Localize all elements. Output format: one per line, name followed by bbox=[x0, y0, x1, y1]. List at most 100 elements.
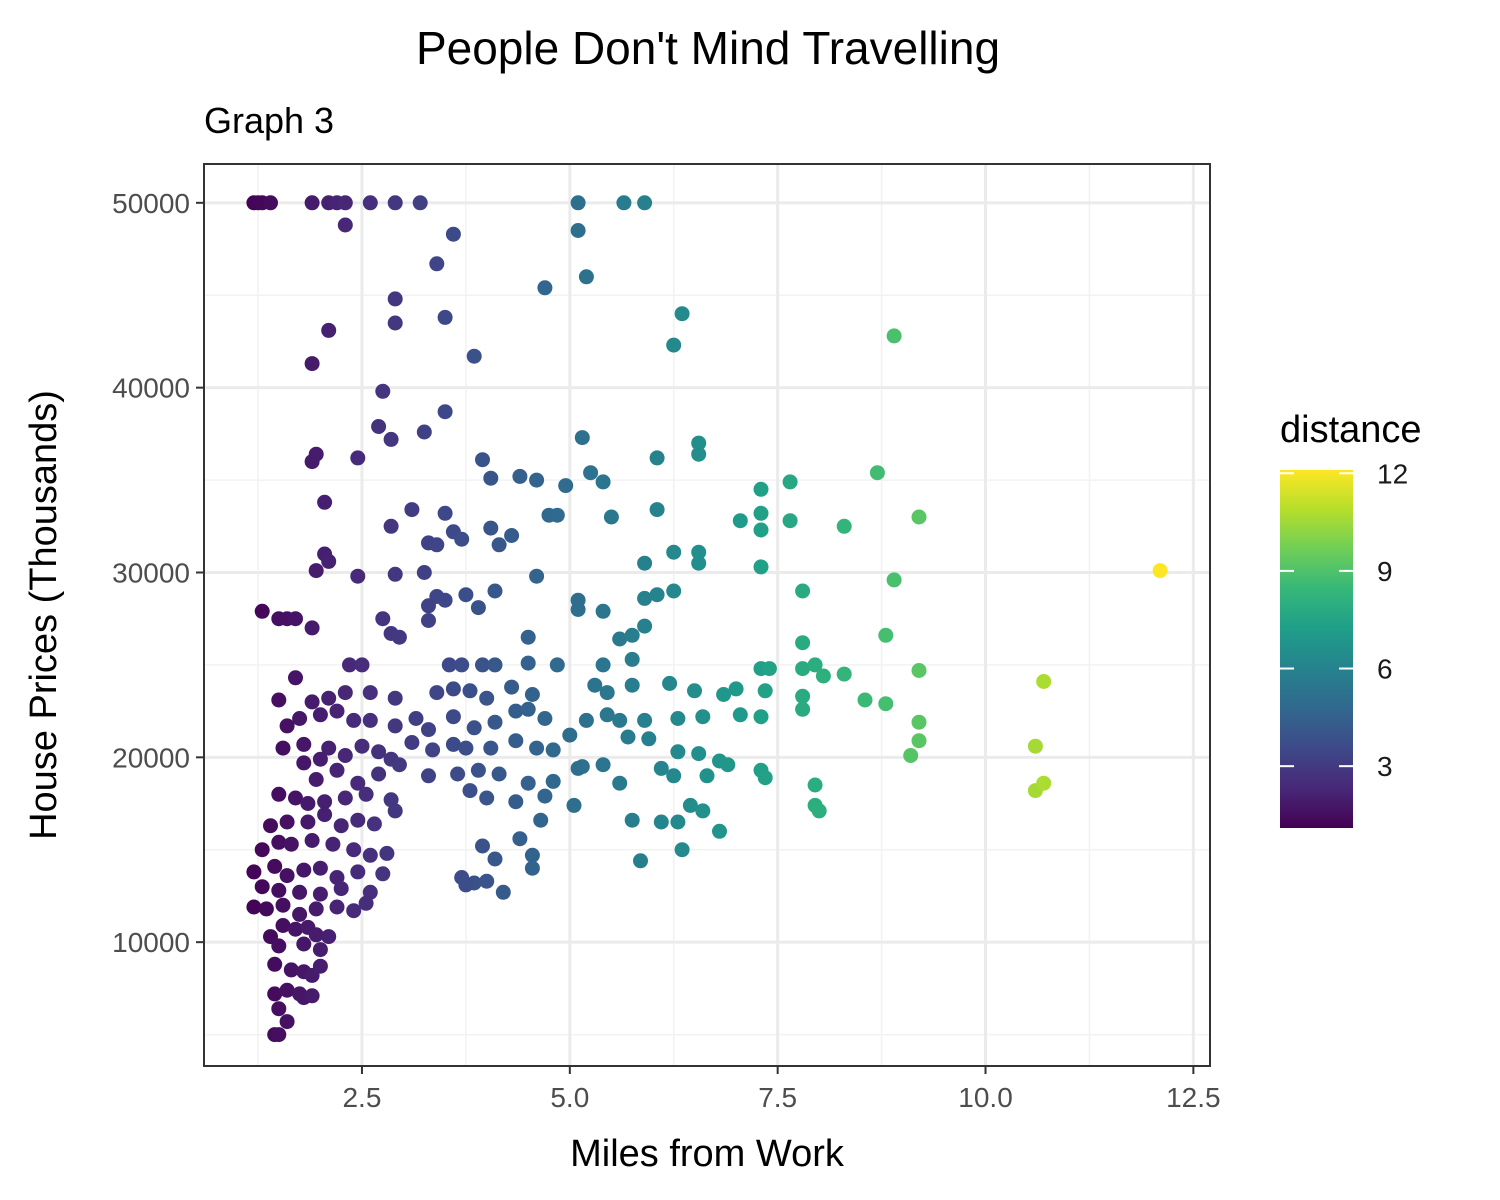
data-point bbox=[479, 873, 495, 889]
data-point bbox=[878, 696, 894, 712]
data-point bbox=[312, 860, 328, 876]
data-point bbox=[333, 881, 349, 897]
data-point bbox=[325, 836, 341, 852]
data-point bbox=[421, 613, 436, 628]
data-point bbox=[487, 583, 503, 599]
data-point bbox=[288, 790, 303, 806]
data-point bbox=[263, 195, 278, 211]
data-point bbox=[271, 938, 287, 954]
data-point bbox=[795, 635, 811, 651]
data-point bbox=[308, 772, 324, 787]
data-point bbox=[566, 797, 582, 813]
data-point bbox=[595, 603, 611, 619]
data-point bbox=[387, 803, 403, 819]
data-point bbox=[254, 842, 270, 858]
data-point bbox=[504, 528, 520, 543]
data-point bbox=[387, 718, 403, 734]
data-point bbox=[475, 838, 490, 854]
y-axis-ticks: 10000 20000 30000 40000 50000 bbox=[112, 188, 204, 958]
data-point bbox=[662, 675, 678, 691]
data-point bbox=[275, 740, 291, 756]
data-point bbox=[795, 688, 811, 704]
x-axis-title: Miles from Work bbox=[570, 1133, 845, 1175]
data-point bbox=[520, 629, 536, 645]
data-point bbox=[732, 707, 748, 723]
data-point bbox=[911, 733, 927, 749]
data-point bbox=[462, 783, 478, 799]
data-point bbox=[520, 655, 536, 671]
data-point bbox=[691, 746, 707, 762]
data-point bbox=[279, 718, 295, 734]
data-point bbox=[545, 742, 561, 758]
data-point bbox=[712, 823, 727, 839]
data-point bbox=[350, 450, 366, 466]
data-point bbox=[437, 309, 453, 325]
data-point bbox=[1036, 775, 1052, 791]
data-point bbox=[350, 864, 366, 880]
data-point bbox=[512, 831, 528, 847]
data-point bbox=[312, 751, 328, 767]
data-point bbox=[275, 918, 291, 933]
data-point bbox=[346, 842, 362, 858]
data-point bbox=[682, 797, 698, 813]
data-point bbox=[421, 598, 436, 614]
data-point bbox=[362, 195, 378, 211]
data-point bbox=[354, 657, 370, 673]
data-point bbox=[387, 291, 403, 307]
data-point bbox=[387, 315, 403, 331]
data-point bbox=[595, 474, 611, 490]
data-point bbox=[271, 882, 287, 898]
data-point bbox=[333, 818, 349, 834]
data-point bbox=[761, 661, 777, 677]
data-point bbox=[687, 683, 702, 699]
data-point bbox=[342, 657, 357, 673]
data-point bbox=[263, 818, 278, 834]
data-point bbox=[429, 537, 445, 553]
data-point bbox=[437, 592, 453, 608]
data-point bbox=[504, 679, 520, 695]
data-point bbox=[479, 690, 495, 706]
data-point bbox=[637, 195, 653, 211]
data-point bbox=[699, 768, 715, 784]
data-point bbox=[337, 195, 353, 211]
data-point bbox=[391, 629, 407, 645]
data-point bbox=[475, 657, 490, 673]
data-point bbox=[304, 694, 320, 710]
data-point bbox=[350, 568, 366, 584]
data-point bbox=[524, 687, 540, 702]
y-tick-label: 10000 bbox=[112, 927, 190, 958]
data-point bbox=[271, 1001, 287, 1017]
data-point bbox=[807, 777, 823, 793]
data-point bbox=[624, 651, 640, 667]
data-point bbox=[483, 520, 499, 536]
data-point bbox=[583, 465, 599, 481]
data-point bbox=[529, 568, 545, 584]
data-point bbox=[271, 786, 287, 802]
data-point bbox=[304, 454, 320, 470]
data-point bbox=[616, 195, 632, 211]
data-point bbox=[288, 670, 303, 686]
legend-tick-label: 12 bbox=[1377, 458, 1408, 489]
data-point bbox=[512, 468, 528, 484]
data-point bbox=[836, 518, 852, 534]
data-point bbox=[312, 942, 328, 958]
data-point bbox=[599, 707, 615, 723]
points-layer bbox=[246, 195, 1168, 1043]
data-point bbox=[595, 757, 611, 773]
data-point bbox=[691, 446, 707, 462]
data-point bbox=[1036, 674, 1052, 689]
data-point bbox=[304, 833, 320, 848]
data-point bbox=[624, 812, 640, 828]
data-point bbox=[487, 657, 503, 673]
data-point bbox=[670, 744, 686, 760]
data-point bbox=[674, 306, 690, 322]
data-point bbox=[292, 711, 308, 726]
data-point bbox=[416, 565, 432, 580]
data-point bbox=[371, 419, 387, 434]
data-point bbox=[624, 627, 640, 643]
data-point bbox=[371, 744, 387, 760]
grid-layer bbox=[204, 164, 1210, 1066]
data-point bbox=[753, 559, 769, 575]
y-tick-label: 20000 bbox=[112, 742, 190, 773]
